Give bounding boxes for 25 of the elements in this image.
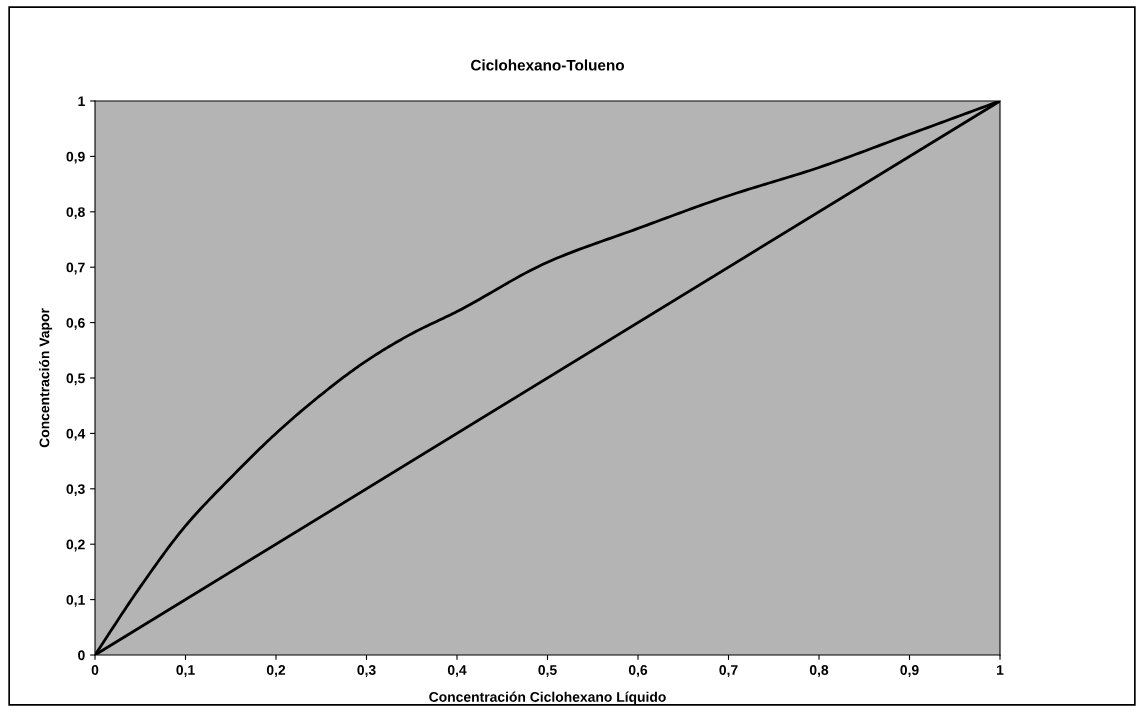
x-tick-label: 0,7 [719,665,738,677]
x-tick-label: 0,1 [176,665,195,677]
x-tick-label: 0,3 [357,665,376,677]
y-axis-title: Concentración Vapor [39,308,53,448]
x-axis-title: Concentración Ciclohexano Líquido [429,691,666,705]
chart-title: Ciclohexano-Tolueno [471,59,625,71]
x-tick-label: 0,5 [538,665,557,677]
y-tick-label: 0,9 [66,151,85,164]
y-tick-label: 0,3 [66,484,85,496]
y-tick-label: 0,7 [66,262,85,275]
x-tick-label: 1 [997,665,1004,675]
x-tick-label: 0,4 [447,665,467,677]
y-tick-label: 0,6 [66,317,85,330]
x-tick-label: 0,6 [628,665,648,677]
x-tick-label: 0 [91,665,99,675]
x-tick-label: 0,9 [900,665,919,677]
y-tick-label: 0 [78,650,85,661]
y-tick-label: 0,2 [66,539,85,552]
x-tick-label: 0,2 [266,665,286,677]
x-tick-label: 0,8 [809,665,829,677]
y-tick-label: 0,8 [66,207,85,219]
y-tick-label: 0,4 [66,428,86,441]
y-tick-label: 0,1 [66,594,85,607]
y-tick-label: 1 [78,96,85,107]
y-tick-label: 0,5 [66,373,85,386]
